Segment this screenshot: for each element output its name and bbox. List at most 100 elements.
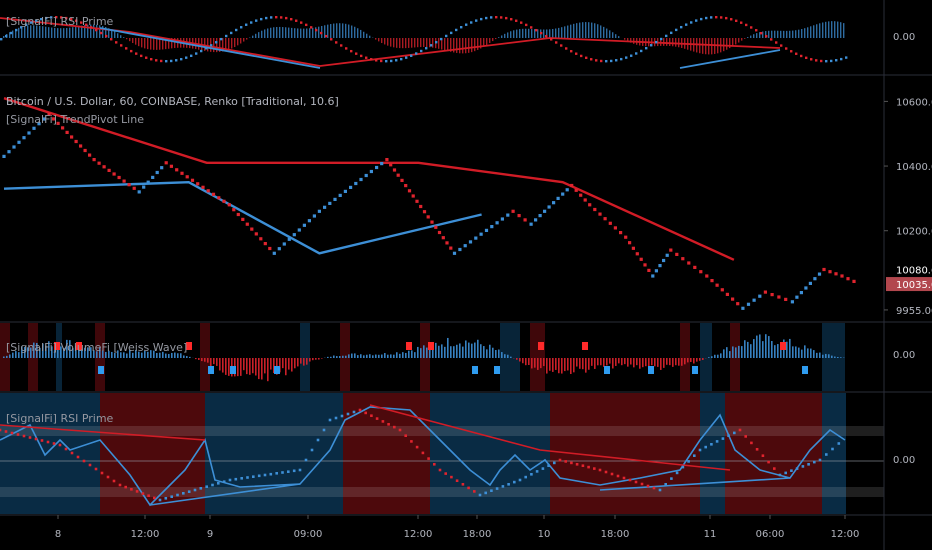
volume-signal-block <box>428 342 434 350</box>
renko-brick <box>500 217 504 221</box>
renko-brick <box>37 122 41 126</box>
top-signal-dot <box>455 28 458 32</box>
top-signal-dot <box>440 37 443 41</box>
volume-bar <box>492 347 494 358</box>
top-signal-dot <box>85 23 88 27</box>
rsi-signal-dot <box>257 474 261 478</box>
rsi-signal-dot <box>10 431 14 435</box>
time-tick-label: 06:00 <box>756 529 785 540</box>
volume-bar <box>174 352 176 358</box>
top-histogram-bar <box>426 38 428 48</box>
rsi-top-value: 0.00 <box>893 32 916 43</box>
rsi-signal-dot <box>410 440 413 443</box>
volume-bar <box>816 352 818 358</box>
top-signal-dot <box>730 18 733 21</box>
renko-brick <box>752 298 756 302</box>
volume-bar <box>399 353 401 358</box>
top-histogram-bar <box>366 33 368 38</box>
top-histogram-bar <box>216 38 218 53</box>
volume-bar <box>678 358 680 366</box>
rsi-signal-dot <box>0 428 2 432</box>
top-histogram-bar <box>255 33 257 38</box>
volume-bar <box>510 356 512 358</box>
renko-brick <box>790 300 794 304</box>
renko-brick <box>834 272 838 276</box>
volume-bar <box>258 358 260 380</box>
volume-bar <box>480 344 482 358</box>
price-tick-label: 10400.00 <box>896 162 932 173</box>
top-histogram-bar <box>462 38 464 54</box>
volume-bar <box>126 353 128 358</box>
rsi-signal-dot <box>727 434 730 437</box>
volume-bar <box>687 358 689 363</box>
top-histogram-bar <box>138 38 140 47</box>
renko-brick <box>317 209 321 213</box>
renko-brick <box>22 136 26 140</box>
renko-brick <box>681 257 685 261</box>
rsi-signal-dot <box>693 454 696 457</box>
rsi-signal-dot <box>263 473 267 477</box>
volume-bar <box>708 357 710 358</box>
top-histogram-bar <box>609 30 611 38</box>
top-signal-dot <box>130 49 133 53</box>
top-histogram-bar <box>522 28 524 38</box>
rsi-signal-dot <box>88 463 92 467</box>
top-histogram-bar <box>627 38 629 42</box>
volume-bar <box>210 358 212 367</box>
volume-bar <box>633 358 635 368</box>
renko-brick <box>65 130 69 134</box>
volume-bar <box>369 354 371 358</box>
top-histogram-bar <box>441 38 443 50</box>
time-tick-label: 9 <box>207 529 213 540</box>
rsi-signal-dot <box>193 488 197 492</box>
rsi-signal-dot <box>733 431 736 435</box>
volume-bar <box>468 342 470 358</box>
top-histogram-bar <box>228 38 230 50</box>
renko-brick <box>385 158 389 162</box>
top-histogram-bar <box>498 37 500 38</box>
volume-bar <box>597 358 599 366</box>
top-histogram-bar <box>531 28 533 38</box>
top-histogram-bar <box>408 38 410 48</box>
top-histogram-bar <box>126 38 128 40</box>
top-signal-dot <box>845 56 848 59</box>
volume-bar <box>303 358 305 366</box>
top-histogram-bar <box>732 38 734 47</box>
volume-bar <box>297 358 299 367</box>
volume-bar <box>213 358 215 365</box>
top-histogram-bar <box>21 26 23 38</box>
rsi-signal-dot <box>681 465 685 469</box>
top-signal-dot <box>715 16 718 19</box>
volume-bar <box>309 358 311 362</box>
top-histogram-bar <box>771 30 773 38</box>
volume-bar <box>537 358 539 370</box>
volume-bar <box>189 356 191 358</box>
volume-bar <box>162 351 164 358</box>
top-signal-dot <box>185 56 188 59</box>
volume-bar <box>102 350 104 358</box>
volume-bar <box>306 358 308 365</box>
top-histogram-bar <box>48 27 50 38</box>
volume-bar <box>765 334 767 358</box>
last-price-label: 10080.60 <box>896 265 932 276</box>
rsi-signal-dot <box>570 461 573 465</box>
renko-brick <box>804 286 808 290</box>
renko-brick <box>705 274 709 278</box>
volume-bar <box>138 351 140 358</box>
rsi-signal-dot <box>698 448 702 452</box>
renko-brick <box>287 237 291 241</box>
top-histogram-bar <box>588 22 590 38</box>
top-histogram-bar <box>471 38 473 53</box>
renko-brick <box>88 153 92 157</box>
rsi-signal-dot <box>575 463 579 466</box>
rsi-zone <box>0 393 100 514</box>
top-histogram-bar <box>510 31 512 38</box>
renko-brick <box>588 203 592 207</box>
rsi-signal-dot <box>28 436 32 439</box>
renko-brick <box>389 163 393 167</box>
volume-bar <box>606 358 608 366</box>
top-signal-dot <box>270 16 273 19</box>
renko-brick <box>822 267 826 272</box>
rsi-signal-dot <box>328 418 332 422</box>
current-price-tag <box>886 277 932 292</box>
